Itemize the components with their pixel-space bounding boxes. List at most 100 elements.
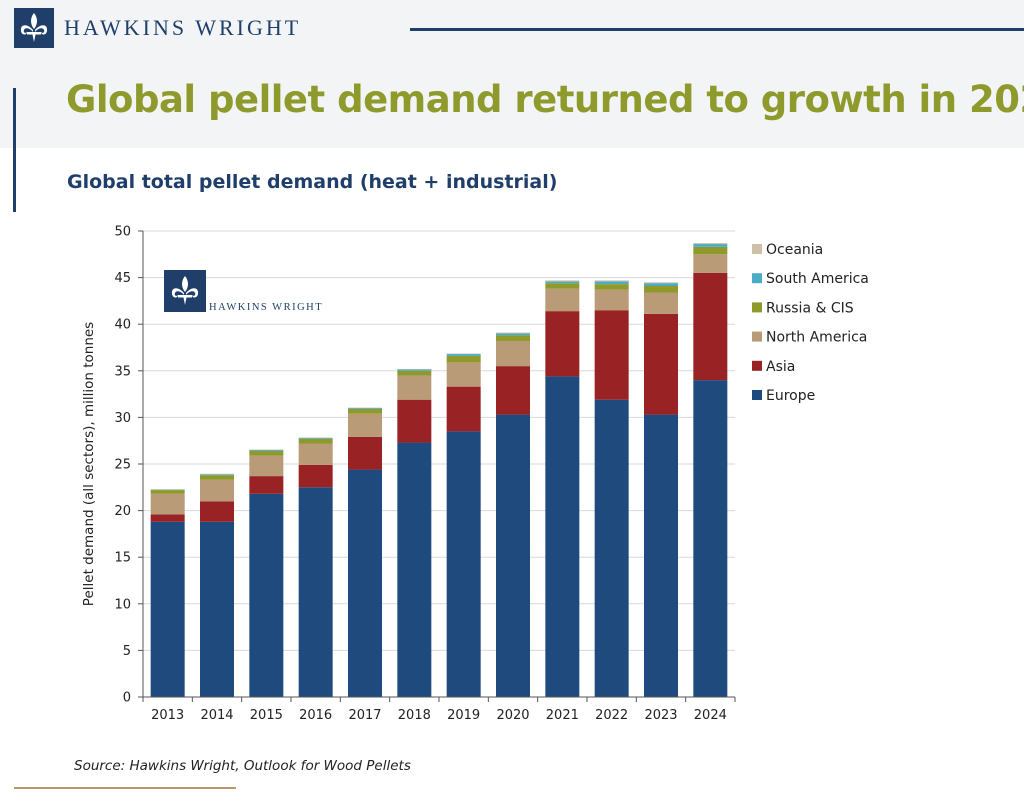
y-tick-label: 15 bbox=[114, 551, 131, 566]
bar-europe-2015 bbox=[249, 493, 284, 697]
watermark-brand-name: HAWKINS WRIGHT bbox=[209, 302, 323, 313]
bar-europe-2023 bbox=[644, 414, 678, 697]
bar-europe-2021 bbox=[545, 376, 580, 697]
y-tick-label: 50 bbox=[114, 225, 131, 240]
legend-label: South America bbox=[766, 271, 869, 287]
bar-europe-2020 bbox=[496, 414, 530, 697]
legend-label: Oceania bbox=[766, 242, 823, 258]
brand-logo[interactable]: HAWKINS WRIGHT bbox=[14, 8, 301, 48]
bar-europe-2024 bbox=[693, 380, 728, 697]
bar-oceania-2024 bbox=[693, 243, 728, 245]
bar-russia-cis-2019 bbox=[446, 355, 481, 363]
bar-series bbox=[150, 243, 728, 697]
legend-swatch bbox=[752, 244, 762, 254]
bar-europe-2016 bbox=[298, 487, 333, 697]
legend-swatch bbox=[752, 302, 762, 313]
left-accent-bar bbox=[13, 88, 16, 212]
x-tick-label: 2019 bbox=[447, 708, 480, 723]
bar-europe-2022 bbox=[594, 399, 629, 697]
source-note: Source: Hawkins Wright, Outlook for Wood… bbox=[74, 758, 411, 774]
bar-south-america-2014 bbox=[200, 474, 234, 476]
page-title: Global pellet demand returned to growth … bbox=[66, 78, 1024, 121]
y-tick-label: 30 bbox=[114, 411, 131, 426]
bar-south-america-2019 bbox=[446, 354, 481, 356]
bar-asia-2017 bbox=[348, 436, 382, 470]
bar-asia-2021 bbox=[545, 311, 580, 377]
bar-north-america-2016 bbox=[298, 443, 333, 465]
bar-europe-2013 bbox=[150, 521, 185, 697]
x-tick-label: 2023 bbox=[644, 708, 677, 723]
bar-russia-cis-2017 bbox=[348, 409, 382, 414]
bar-asia-2015 bbox=[249, 476, 284, 494]
bar-north-america-2023 bbox=[644, 292, 678, 314]
bar-oceania-2021 bbox=[545, 280, 580, 282]
chart-subtitle: Global total pellet demand (heat + indus… bbox=[67, 171, 558, 193]
bar-asia-2013 bbox=[150, 514, 185, 522]
bar-asia-2020 bbox=[496, 366, 530, 415]
bar-europe-2014 bbox=[200, 521, 234, 697]
bar-south-america-2022 bbox=[594, 281, 629, 285]
legend-swatch bbox=[752, 390, 762, 400]
x-tick-label: 2020 bbox=[496, 708, 529, 723]
bar-russia-cis-2018 bbox=[397, 370, 432, 376]
bar-north-america-2020 bbox=[496, 340, 530, 367]
y-tick-label: 40 bbox=[114, 318, 131, 333]
bar-north-america-2014 bbox=[200, 479, 234, 502]
y-tick-label: 45 bbox=[114, 271, 131, 286]
fleur-de-lis-icon bbox=[182, 276, 188, 292]
bar-south-america-2017 bbox=[348, 408, 382, 410]
bar-oceania-2020 bbox=[496, 332, 530, 334]
bar-asia-2022 bbox=[594, 310, 629, 400]
x-tick-label: 2018 bbox=[398, 708, 431, 723]
legend-swatch bbox=[752, 331, 762, 342]
bar-oceania-2022 bbox=[594, 280, 629, 282]
fleur-de-lis-icon bbox=[14, 8, 54, 48]
bar-north-america-2019 bbox=[446, 362, 481, 387]
fleur-stem bbox=[183, 297, 187, 305]
bar-europe-2018 bbox=[397, 442, 432, 697]
legend-label: Europe bbox=[766, 388, 815, 404]
header-band bbox=[0, 0, 1024, 148]
bar-south-america-2023 bbox=[644, 283, 678, 286]
bar-south-america-2021 bbox=[545, 281, 580, 284]
x-tick-label: 2016 bbox=[299, 708, 332, 723]
bottom-rule bbox=[14, 787, 236, 789]
bar-asia-2024 bbox=[693, 272, 728, 381]
x-tick-label: 2021 bbox=[546, 708, 579, 723]
y-tick-label: 20 bbox=[114, 504, 131, 519]
bar-russia-cis-2015 bbox=[249, 450, 284, 456]
bar-north-america-2024 bbox=[693, 254, 728, 273]
bar-south-america-2024 bbox=[693, 244, 728, 247]
bar-north-america-2015 bbox=[249, 455, 284, 477]
y-tick-labels: 0 5 10 15 20 25 30 35 40 45 50 bbox=[114, 225, 131, 706]
bar-north-america-2022 bbox=[594, 289, 629, 311]
stacked-bar-chart: HAWKINS WRIGHT 0 5 10 15 20 25 30 35 40 45 50 2013… bbox=[68, 212, 880, 746]
fleur-left-petal bbox=[171, 288, 184, 298]
bar-russia-cis-2014 bbox=[200, 475, 234, 480]
fleur-band bbox=[178, 295, 192, 298]
bar-asia-2018 bbox=[397, 399, 432, 443]
legend-label: Asia bbox=[766, 359, 795, 375]
x-tick-label: 2014 bbox=[200, 708, 233, 723]
x-tick-labels: 2013 2014 2015 2016 2017 2018 2019 2020 2021 2022… bbox=[151, 708, 727, 723]
axes bbox=[138, 230, 736, 702]
y-tick-label: 0 bbox=[123, 691, 131, 706]
x-tick-label: 2017 bbox=[348, 708, 381, 723]
fleur-right-petal bbox=[186, 288, 199, 298]
watermark-logo: HAWKINS WRIGHT bbox=[164, 270, 323, 313]
bar-russia-cis-2024 bbox=[693, 246, 728, 255]
legend-swatch bbox=[752, 360, 762, 371]
bar-europe-2017 bbox=[348, 469, 382, 697]
bar-north-america-2018 bbox=[397, 375, 432, 400]
legend-label: North America bbox=[766, 330, 867, 346]
bar-asia-2014 bbox=[200, 501, 234, 522]
bar-russia-cis-2013 bbox=[150, 490, 185, 494]
legend-swatch bbox=[752, 273, 762, 284]
y-axis-label: Pellet demand (all sectors), million ton… bbox=[81, 322, 97, 606]
bar-russia-cis-2016 bbox=[298, 438, 333, 444]
bar-oceania-2023 bbox=[644, 282, 678, 284]
y-tick-label: 35 bbox=[114, 364, 131, 379]
y-tick-label: 10 bbox=[114, 597, 131, 612]
bar-russia-cis-2020 bbox=[496, 335, 530, 341]
legend: Oceania South America Russia & CIS North Am… bbox=[752, 242, 869, 404]
